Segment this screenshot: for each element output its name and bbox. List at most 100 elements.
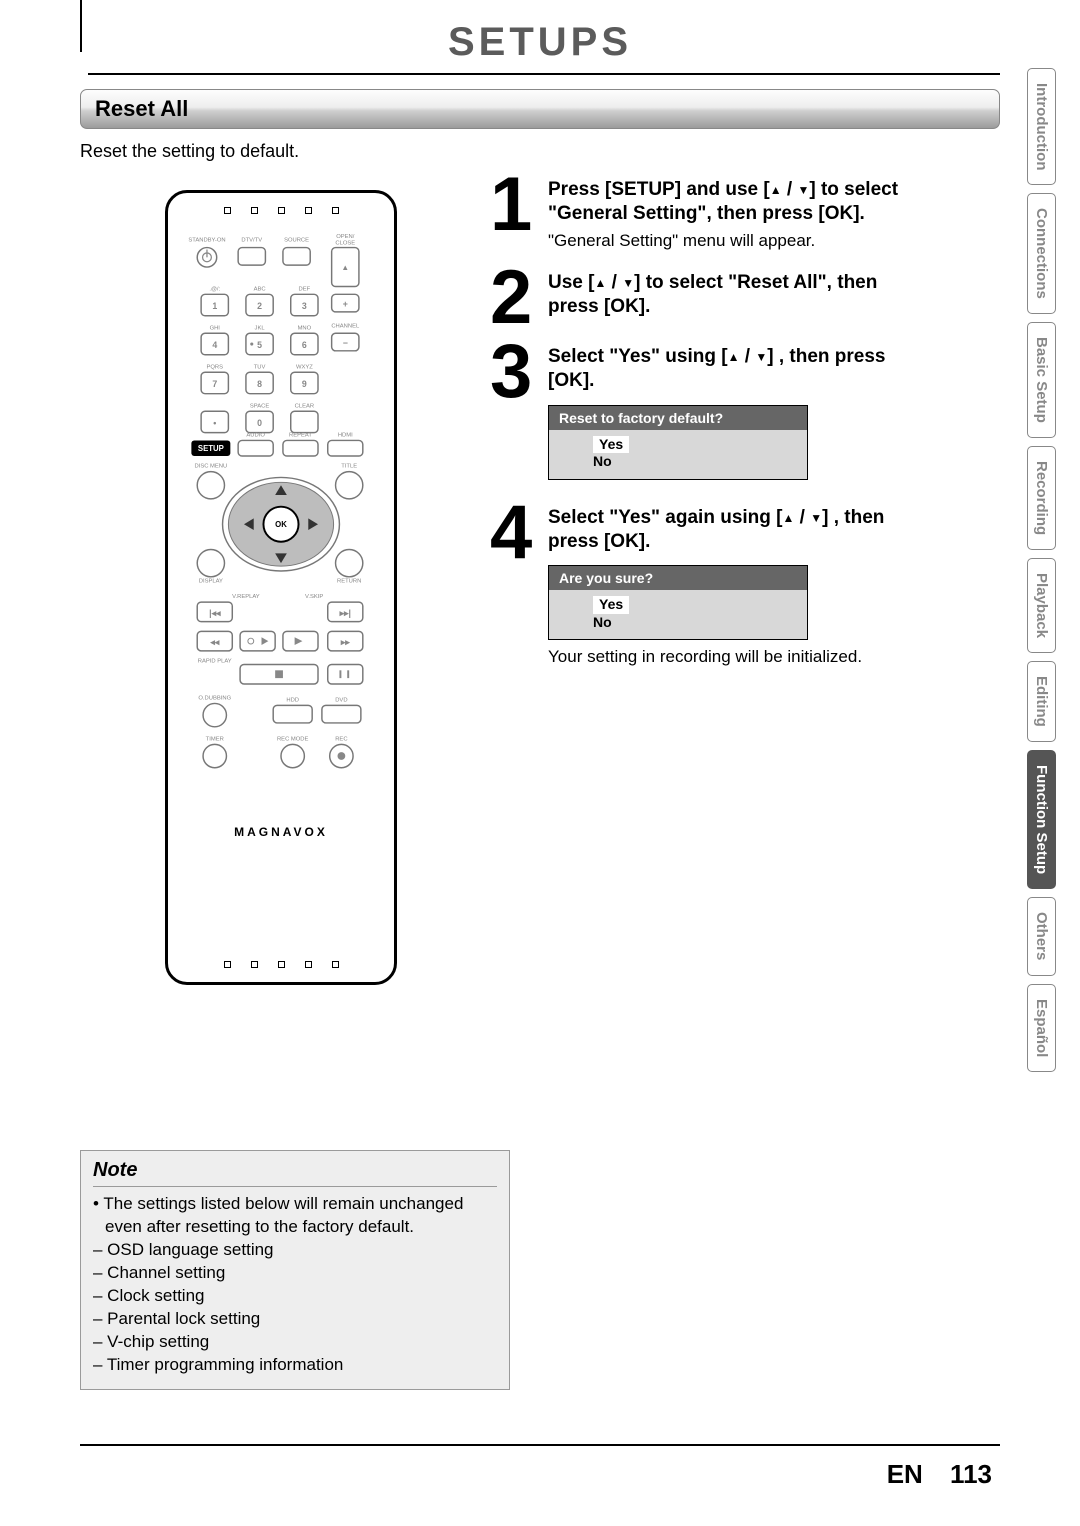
svg-text:SPACE: SPACE <box>250 403 269 409</box>
step-subtext: Your setting in recording will be initia… <box>548 646 910 667</box>
svg-text:RETURN: RETURN <box>337 579 361 585</box>
tab-function-setup[interactable]: Function Setup <box>1027 750 1056 889</box>
tab-playback[interactable]: Playback <box>1027 558 1056 653</box>
step-2: 2Use [▲ / ▼] to select "Reset All", then… <box>490 271 910 326</box>
svg-text:▸▸: ▸▸ <box>340 637 350 647</box>
svg-text:TIMER: TIMER <box>206 736 224 742</box>
remote-buttons: STANDBY-ON DTV/TV SOURCE OPEN/CLOSE ▲ .@… <box>168 193 394 967</box>
svg-text:HDMI: HDMI <box>338 433 353 439</box>
svg-text:|◂◂: |◂◂ <box>209 608 221 618</box>
step-number: 4 <box>490 506 538 668</box>
svg-text:STANDBY-ON: STANDBY-ON <box>188 238 225 244</box>
note-item: – Channel setting <box>93 1262 497 1285</box>
step-subtext: "General Setting" menu will appear. <box>548 230 910 251</box>
tab-basic-setup[interactable]: Basic Setup <box>1027 322 1056 438</box>
svg-text:DVD: DVD <box>335 697 347 703</box>
footer-rule <box>80 1444 1000 1446</box>
dialog-option: Yes <box>593 596 629 614</box>
svg-text:3: 3 <box>302 301 307 311</box>
svg-text:MNO: MNO <box>298 325 312 331</box>
svg-text:▲: ▲ <box>341 263 349 272</box>
step-instruction: Select "Yes" using [▲ / ▼] , then press … <box>548 345 910 393</box>
section-title: Reset All <box>95 96 188 122</box>
step-body: Select "Yes" using [▲ / ▼] , then press … <box>548 345 910 486</box>
page-footer: EN 113 <box>887 1459 992 1490</box>
svg-text:AUDIO: AUDIO <box>246 433 265 439</box>
note-item: – Parental lock setting <box>93 1308 497 1331</box>
svg-text:◂◂: ◂◂ <box>209 637 219 647</box>
step-3: 3Select "Yes" using [▲ / ▼] , then press… <box>490 345 910 486</box>
svg-text:TITLE: TITLE <box>341 464 357 470</box>
svg-text:PQRS: PQRS <box>206 364 223 370</box>
svg-text:SETUP: SETUP <box>198 444 224 453</box>
svg-text:DTV/TV: DTV/TV <box>241 238 262 244</box>
svg-text:0: 0 <box>257 418 262 428</box>
svg-text:1: 1 <box>212 301 217 311</box>
step-instruction: Press [SETUP] and use [▲ / ▼] to select … <box>548 178 910 226</box>
step-1: 1Press [SETUP] and use [▲ / ▼] to select… <box>490 178 910 251</box>
step-body: Press [SETUP] and use [▲ / ▼] to select … <box>548 178 910 251</box>
header-rule <box>88 73 1000 75</box>
svg-text:OPEN/: OPEN/ <box>336 234 355 240</box>
dialog-option: No <box>593 453 795 471</box>
tab-others[interactable]: Others <box>1027 897 1056 975</box>
tab-introduction[interactable]: Introduction <box>1027 68 1056 185</box>
svg-text:V.SKIP: V.SKIP <box>305 594 323 600</box>
svg-text:5: 5 <box>257 340 262 350</box>
note-item: – V-chip setting <box>93 1331 497 1354</box>
intro-text: Reset the setting to default. <box>80 141 1000 162</box>
svg-text:▸▸|: ▸▸| <box>339 608 351 618</box>
svg-text:−: − <box>343 338 348 348</box>
note-box: Note • The settings listed below will re… <box>80 1150 510 1390</box>
dialog-title: Reset to factory default? <box>549 406 807 430</box>
svg-text:HDD: HDD <box>286 697 299 703</box>
svg-text:RAPID PLAY: RAPID PLAY <box>198 659 232 665</box>
section-banner: Reset All <box>80 89 1000 129</box>
step-instruction: Select "Yes" again using [▲ / ▼] , then … <box>548 506 910 554</box>
remote-illustration: MAGNAVOX STANDBY-ON DTV/TV SOURCE OPEN/C… <box>165 190 397 985</box>
tab-español[interactable]: Español <box>1027 984 1056 1072</box>
side-tabs: Introduction Connections Basic Setup Record… <box>1027 68 1056 1072</box>
svg-text:JKL: JKL <box>255 325 266 331</box>
footer-lang: EN <box>887 1459 923 1489</box>
note-item: – Timer programming information <box>93 1354 497 1377</box>
note-item: – OSD language setting <box>93 1239 497 1262</box>
svg-text:ABC: ABC <box>254 286 266 292</box>
svg-text:DISC MENU: DISC MENU <box>194 464 227 470</box>
svg-text:REC MODE: REC MODE <box>277 736 309 742</box>
step-instruction: Use [▲ / ▼] to select "Reset All", then … <box>548 271 910 319</box>
svg-text:DISPLAY: DISPLAY <box>199 579 223 585</box>
dialog-title: Are you sure? <box>549 566 807 590</box>
svg-text:7: 7 <box>212 379 217 389</box>
tab-recording[interactable]: Recording <box>1027 446 1056 550</box>
note-item: – Clock setting <box>93 1285 497 1308</box>
svg-text:CLEAR: CLEAR <box>295 403 314 409</box>
confirm-dialog: Are you sure?YesNo <box>548 565 808 640</box>
note-title: Note <box>93 1159 497 1187</box>
footer-page-number: 113 <box>950 1459 992 1489</box>
svg-text:.@/:: .@/: <box>209 286 220 292</box>
step-number: 1 <box>490 178 538 251</box>
step-body: Use [▲ / ▼] to select "Reset All", then … <box>548 271 910 326</box>
svg-text:•: • <box>213 418 216 428</box>
svg-text:+: + <box>343 299 348 309</box>
tab-editing[interactable]: Editing <box>1027 661 1056 742</box>
svg-text:GHI: GHI <box>210 325 221 331</box>
confirm-dialog: Reset to factory default?YesNo <box>548 405 808 480</box>
tab-connections[interactable]: Connections <box>1027 193 1056 314</box>
svg-text:2: 2 <box>257 301 262 311</box>
dialog-body: YesNo <box>549 430 807 479</box>
svg-text:V.REPLAY: V.REPLAY <box>232 594 260 600</box>
note-list: • The settings listed below will remain … <box>93 1193 497 1377</box>
svg-text:REPEAT: REPEAT <box>289 433 312 439</box>
step-body: Select "Yes" again using [▲ / ▼] , then … <box>548 506 910 668</box>
step-4: 4Select "Yes" again using [▲ / ▼] , then… <box>490 506 910 668</box>
dialog-body: YesNo <box>549 590 807 639</box>
svg-text:O.DUBBING: O.DUBBING <box>198 696 231 702</box>
steps-column: 1Press [SETUP] and use [▲ / ▼] to select… <box>490 178 910 688</box>
svg-text:9: 9 <box>302 379 307 389</box>
svg-text:CLOSE: CLOSE <box>335 241 355 247</box>
page-title: SETUPS <box>80 0 1000 65</box>
svg-text:DEF: DEF <box>299 286 311 292</box>
header-corner-tick <box>80 0 82 52</box>
